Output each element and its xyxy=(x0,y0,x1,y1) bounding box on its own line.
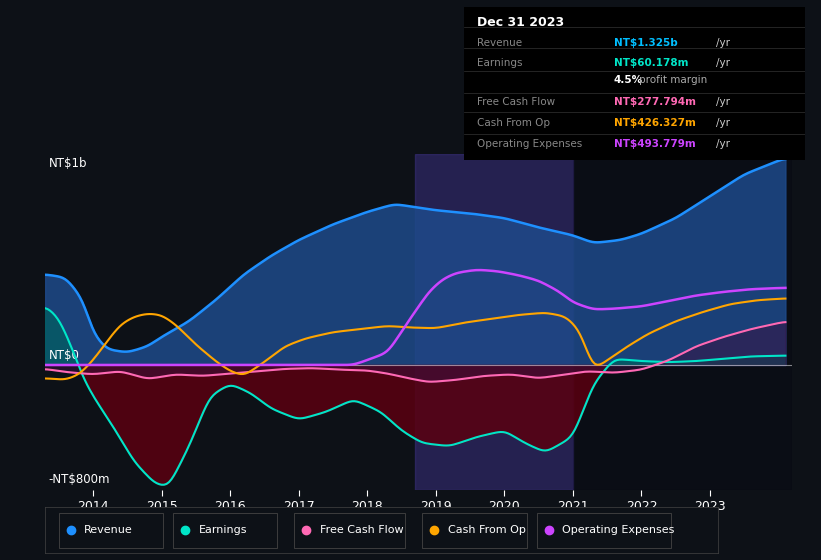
Text: -NT$800m: -NT$800m xyxy=(48,473,110,486)
Text: NT$0: NT$0 xyxy=(48,349,80,362)
Text: /yr: /yr xyxy=(716,118,730,128)
Text: Operating Expenses: Operating Expenses xyxy=(478,139,583,149)
Text: Cash From Op: Cash From Op xyxy=(478,118,551,128)
Text: profit margin: profit margin xyxy=(640,75,708,85)
Text: /yr: /yr xyxy=(716,139,730,149)
Text: Earnings: Earnings xyxy=(478,58,523,68)
Text: Revenue: Revenue xyxy=(85,525,133,535)
Text: Earnings: Earnings xyxy=(199,525,247,535)
Text: Free Cash Flow: Free Cash Flow xyxy=(478,97,556,107)
Text: /yr: /yr xyxy=(716,97,730,107)
Bar xyxy=(573,154,792,490)
Text: NT$277.794m: NT$277.794m xyxy=(614,97,695,107)
Text: Revenue: Revenue xyxy=(478,38,523,48)
Text: NT$426.327m: NT$426.327m xyxy=(614,118,695,128)
Text: /yr: /yr xyxy=(716,38,730,48)
Text: /yr: /yr xyxy=(716,58,730,68)
Text: Dec 31 2023: Dec 31 2023 xyxy=(478,16,565,29)
Text: NT$493.779m: NT$493.779m xyxy=(614,139,695,149)
Text: NT$1.325b: NT$1.325b xyxy=(614,38,677,48)
Text: Operating Expenses: Operating Expenses xyxy=(562,525,675,535)
Text: 4.5%: 4.5% xyxy=(614,75,643,85)
Text: Free Cash Flow: Free Cash Flow xyxy=(320,525,403,535)
Bar xyxy=(415,154,573,490)
Text: Cash From Op: Cash From Op xyxy=(447,525,525,535)
Text: NT$60.178m: NT$60.178m xyxy=(614,58,688,68)
Text: NT$1b: NT$1b xyxy=(48,157,87,170)
